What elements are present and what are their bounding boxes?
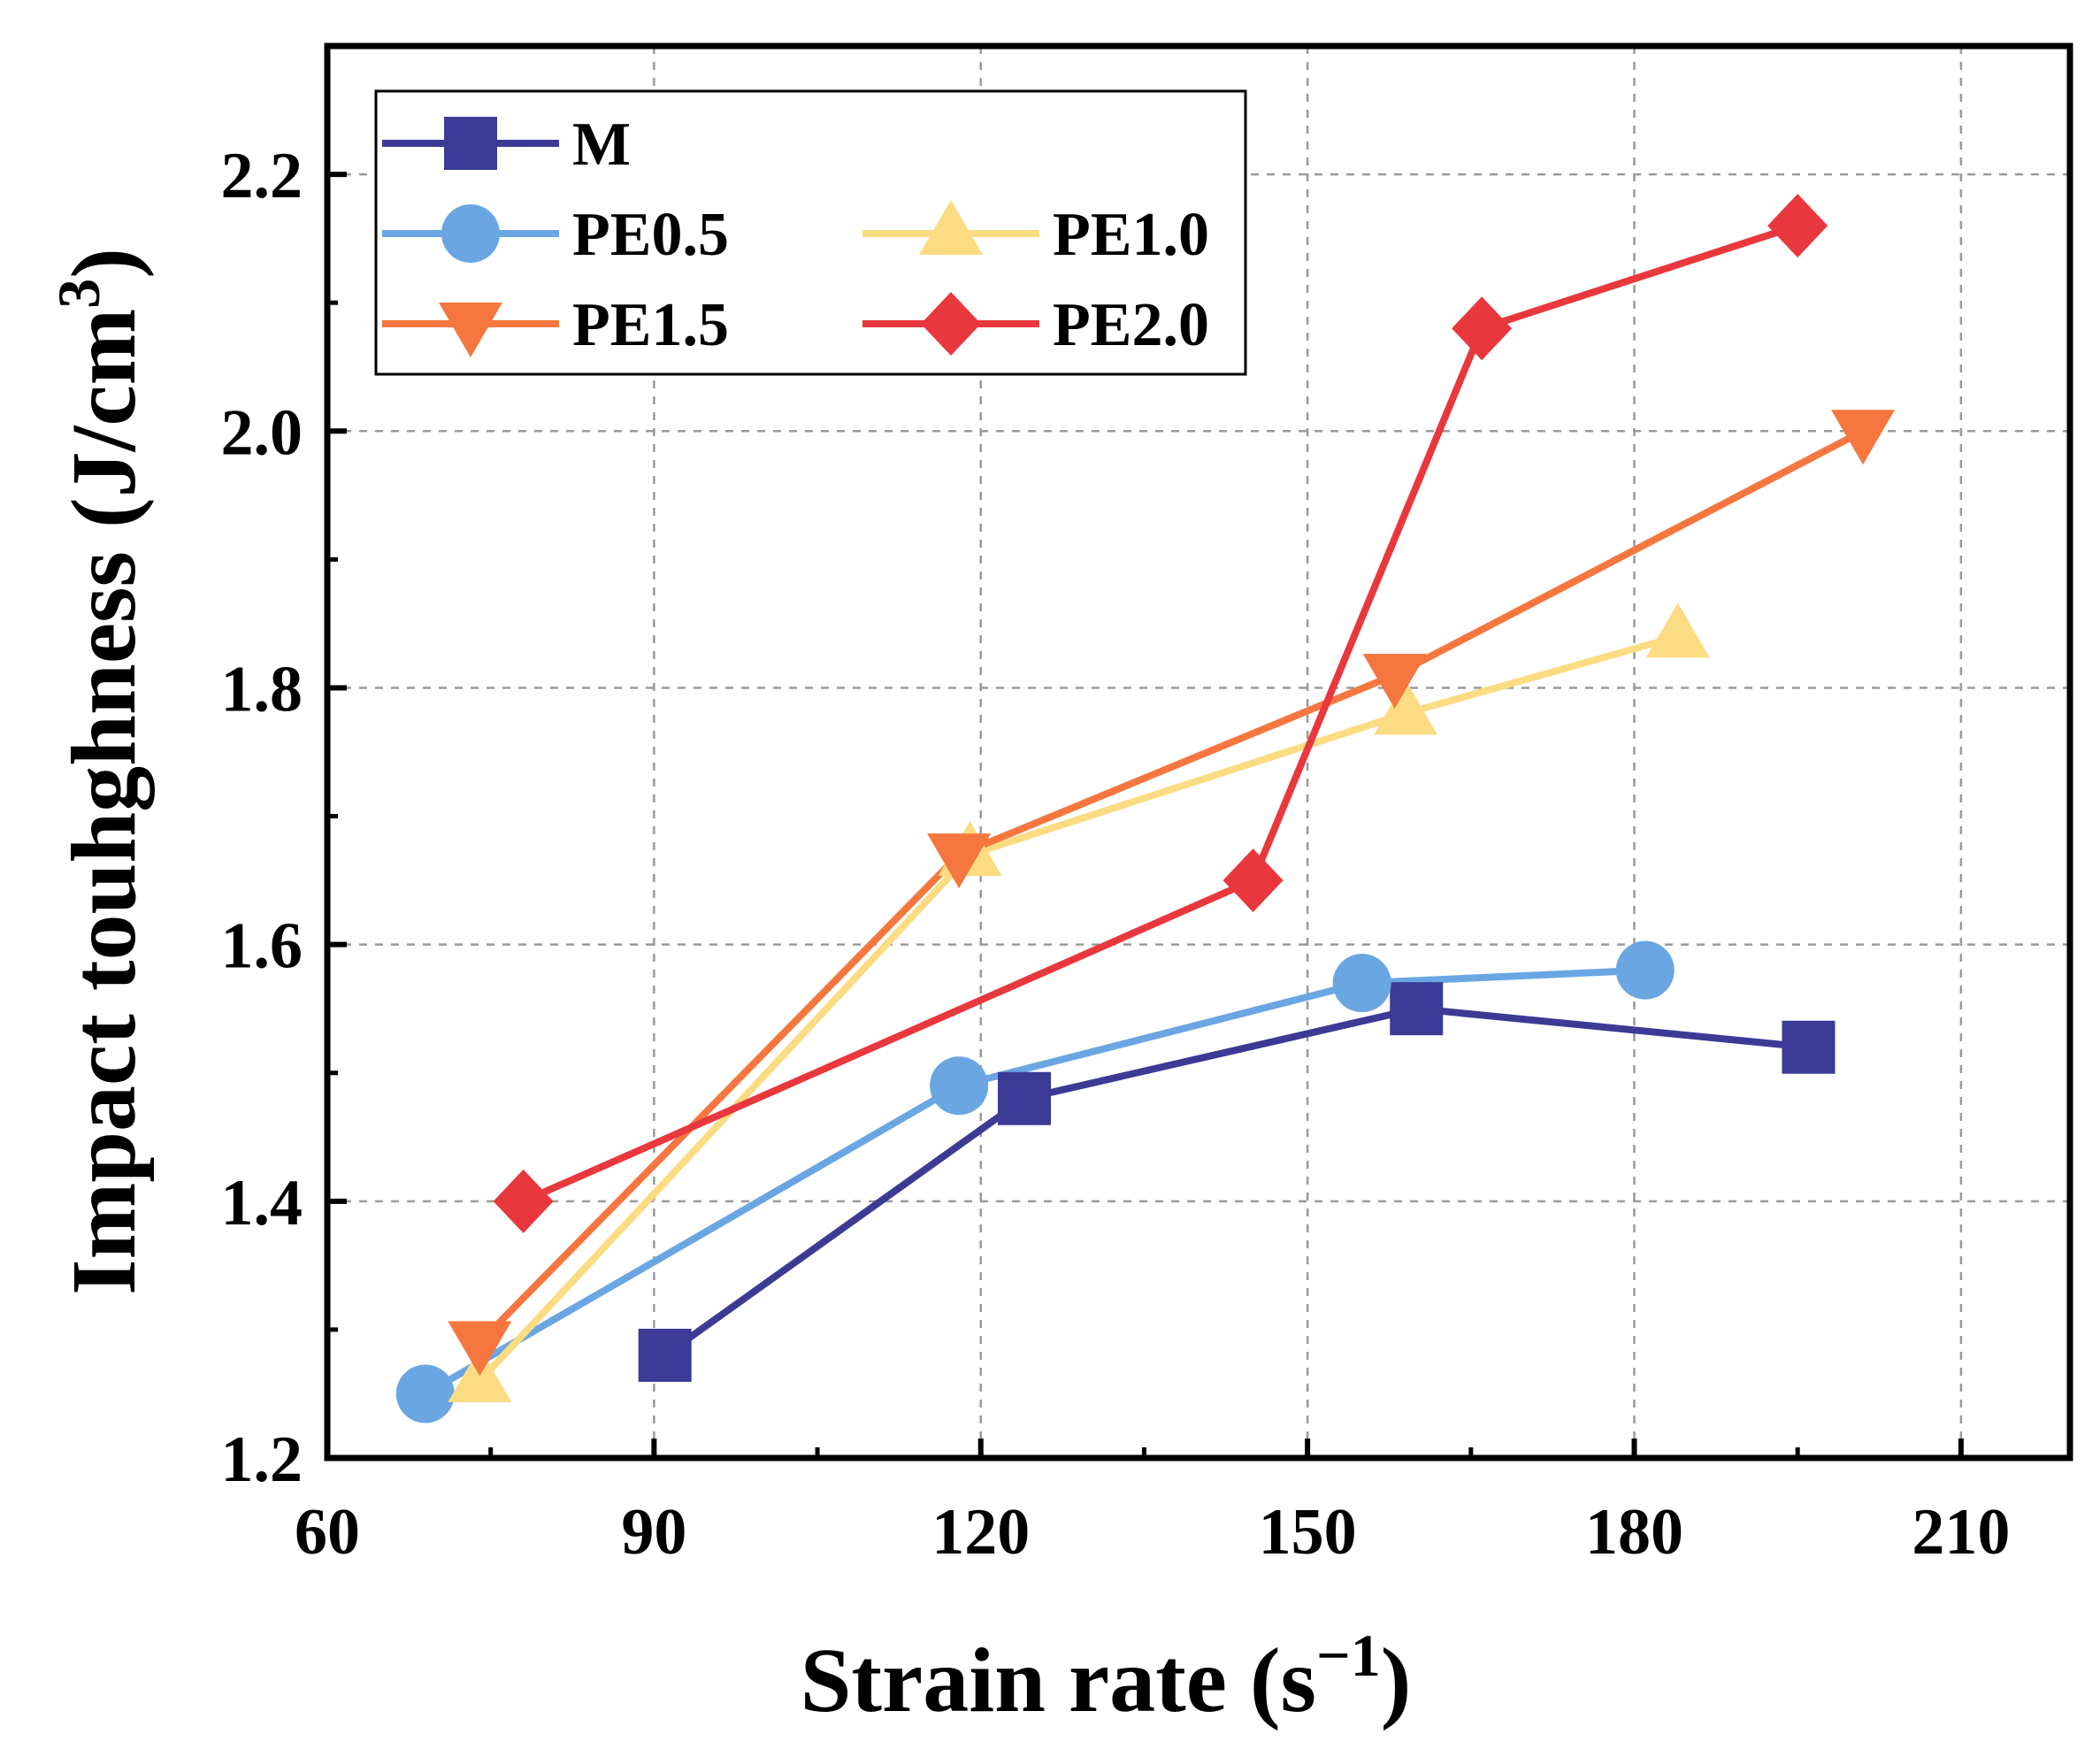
data-point-m bbox=[1390, 982, 1444, 1036]
y-tick-label: 2.0 bbox=[221, 396, 303, 469]
ticks bbox=[325, 172, 1964, 1461]
series-line-pe05 bbox=[423, 966, 1645, 1397]
series-markers bbox=[395, 194, 1896, 1423]
data-point-pe05 bbox=[1332, 954, 1391, 1013]
legend-label-m: M bbox=[572, 111, 631, 179]
x-tick-label: 90 bbox=[621, 1496, 686, 1569]
legend-marker-pe20 bbox=[921, 292, 981, 356]
y-tick-label: 1.2 bbox=[221, 1423, 303, 1496]
x-tick-label: 180 bbox=[1585, 1496, 1683, 1569]
legend-marker-pe05 bbox=[441, 204, 500, 263]
y-tick-label: 1.4 bbox=[221, 1167, 303, 1239]
plot-frame bbox=[324, 42, 2073, 1462]
data-point-pe20 bbox=[1452, 296, 1513, 361]
y-tick-label: 1.6 bbox=[221, 910, 303, 983]
legend-marker-pe15 bbox=[439, 303, 502, 357]
legend-label-pe15: PE1.5 bbox=[572, 291, 729, 359]
series-line-pe15 bbox=[477, 427, 1865, 1346]
data-point-pe05 bbox=[395, 1364, 455, 1423]
data-point-m bbox=[1782, 1020, 1836, 1074]
data-point-pe20 bbox=[1222, 848, 1284, 913]
series-line-pe10 bbox=[477, 633, 1679, 1384]
series-line-m bbox=[663, 1005, 1809, 1359]
x-tick-label: 150 bbox=[1259, 1496, 1357, 1569]
data-point-m bbox=[998, 1071, 1051, 1125]
data-point-pe15 bbox=[448, 1321, 512, 1377]
series-lines bbox=[423, 222, 1865, 1397]
data-point-pe05 bbox=[1615, 940, 1675, 1000]
y-tick-label: 2.2 bbox=[221, 140, 303, 212]
x-tick-label: 210 bbox=[1912, 1496, 2010, 1569]
x-tick-label: 60 bbox=[295, 1496, 360, 1569]
legend: M PE0.5 PE1.0 PE1.5 PE2.0 bbox=[374, 89, 1247, 376]
data-point-pe20 bbox=[493, 1169, 554, 1233]
legend-label-pe10: PE1.0 bbox=[1053, 201, 1209, 269]
y-tick-label: 1.8 bbox=[221, 653, 303, 725]
data-point-pe10 bbox=[1373, 679, 1437, 735]
tick-labels: 60 90 120 150 180 210 1.2 1.4 1.6 1.8 2.0 2.2 bbox=[221, 140, 2011, 1569]
data-point-pe15 bbox=[927, 833, 992, 889]
data-point-pe15 bbox=[1362, 653, 1427, 709]
legend-marker-pe10 bbox=[919, 200, 983, 255]
y-axis-title: Impact touhghness (J/cm3) bbox=[45, 248, 155, 1295]
data-point-pe05 bbox=[930, 1056, 989, 1116]
legend-label-pe20: PE2.0 bbox=[1053, 291, 1209, 359]
data-point-pe15 bbox=[1831, 410, 1896, 465]
series-line-pe20 bbox=[522, 222, 1799, 1205]
data-point-m bbox=[638, 1328, 692, 1382]
data-point-pe20 bbox=[1767, 194, 1828, 258]
x-tick-label: 120 bbox=[931, 1496, 1030, 1569]
legend-label-pe05: PE0.5 bbox=[572, 201, 729, 269]
data-point-pe10 bbox=[1645, 602, 1710, 658]
x-axis-title: Strain rate (s−1) bbox=[801, 1622, 1412, 1731]
legend-marker-m bbox=[444, 117, 497, 170]
